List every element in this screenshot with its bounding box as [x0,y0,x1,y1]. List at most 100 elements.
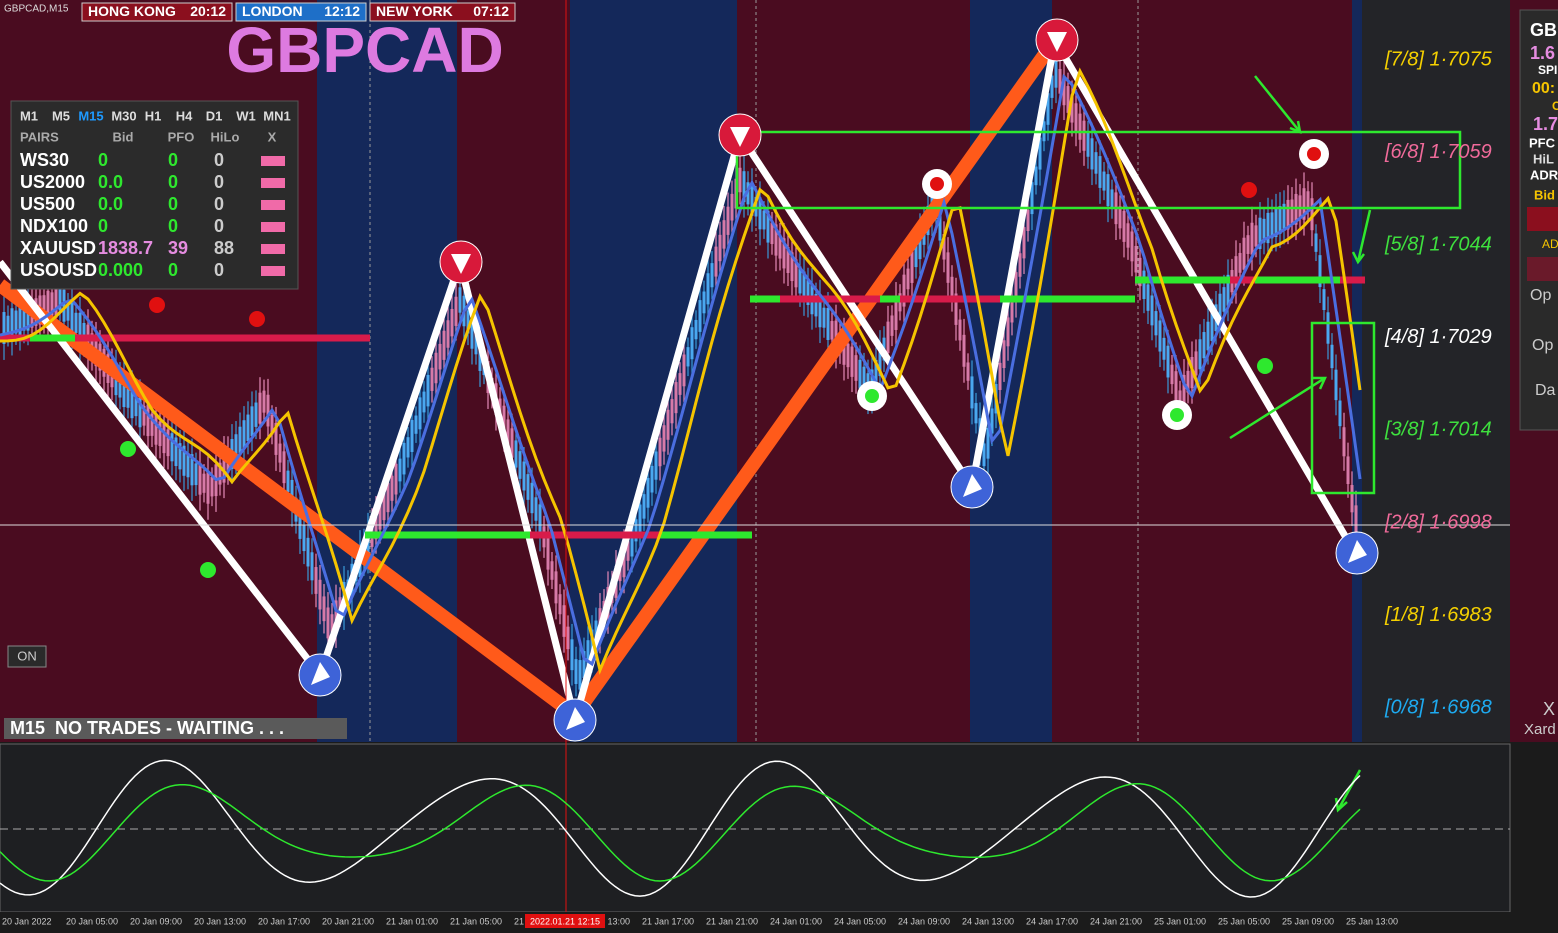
close-x[interactable] [261,222,285,232]
time-label: 25 Jan 01:00 [1154,916,1206,926]
candle-body [270,415,274,435]
pfo: 0 [168,150,178,170]
candle-body [398,458,402,482]
candle-body [1350,485,1354,513]
candle-body [954,293,958,325]
candle-body [1354,505,1358,535]
pair: US2000 [20,172,85,192]
candle-body [534,497,538,521]
murrey-level: [0/8] 1·6968 [1384,696,1492,718]
candle-body [1234,256,1238,288]
clock-box [235,2,367,22]
time-label: 25 Jan 13:00 [1346,916,1398,926]
candle-body [134,397,138,417]
time-label: 21 Jan 17:00 [642,916,694,926]
candle-body [442,330,446,360]
candle-body [982,443,986,467]
candle-body [206,471,210,504]
signal-dot [120,441,136,457]
candle-body [638,504,642,536]
candle-body [1118,206,1122,229]
close-x[interactable] [261,156,285,166]
pairs-panel [10,100,299,290]
candle-body [1206,321,1210,351]
candle-body [430,367,434,391]
timeframe: H1 [145,108,162,123]
candle-body [406,437,410,458]
on-button[interactable] [7,645,47,668]
candle-body [474,333,478,355]
candle-body [966,362,970,381]
candle-body [326,607,330,639]
timeframe: M15 [78,108,103,123]
candle-body [282,451,286,484]
hilo: 88 [214,238,234,258]
murrey-level: [3/8] 1·7014 [1384,419,1492,441]
candle-body [566,626,570,650]
panel-header: PFO [168,129,195,144]
candle-body [1066,86,1070,113]
side-text: Xard [1524,721,1556,738]
candle-body [1262,218,1266,243]
murrey-level: [6/8] 1·7059 [1384,141,1492,163]
candle-body [1222,287,1226,312]
pfo: 0 [168,216,178,236]
candle-body [674,382,678,414]
candle-body [278,443,282,463]
candle-body [902,274,906,307]
time-label: 25 Jan 05:00 [1218,916,1270,926]
timeframe: M1 [20,108,38,123]
candle-body [950,276,954,301]
candle-body [822,307,826,328]
candle-body [1166,345,1170,378]
pair: US500 [20,194,75,214]
candle-body [6,315,10,337]
candle-body [1138,257,1142,287]
candle-body [738,167,742,193]
candle-body [1330,344,1334,369]
candle-body [1250,222,1254,255]
candle-body [1002,340,1006,369]
osc-green [0,783,1361,882]
oscillator-lines [0,759,1361,898]
candle-body [662,425,666,452]
candle-body [1270,212,1274,239]
close-x[interactable] [261,244,285,254]
side-text: GB [1530,20,1557,40]
bid: 1838.7 [98,238,153,258]
candle-body [118,373,122,398]
pair: XAUUSD [20,238,96,258]
candle-body [306,537,310,567]
candle-body [470,317,474,349]
candle-body [574,659,578,684]
candle-body [682,354,686,387]
swing-arrow [566,707,585,730]
ma-yellow [0,67,1362,675]
signal-dot [930,177,944,191]
cursor-time: 2022.01.21 12:15 [530,916,600,926]
close-x[interactable] [261,200,285,210]
timeframe: M5 [52,108,70,123]
candle-body [1178,390,1182,410]
bid: 0 [98,150,108,170]
candle-body [518,451,522,479]
candle-body [158,421,162,447]
panel-header: PAIRS [20,129,59,144]
time-label: 25 Jan 09:00 [1282,916,1334,926]
pfo: 39 [168,238,188,258]
candle-body [78,312,82,345]
time-label: 21 Jan 05:00 [450,916,502,926]
candle-body [514,440,518,468]
timeframe: M30 [111,108,136,123]
close-x[interactable] [261,266,285,276]
candle-body [770,222,774,245]
candle-body [386,482,390,513]
candle-body [170,433,174,462]
candle-body [1098,156,1102,188]
candle-body [786,247,790,273]
close-x[interactable] [261,178,285,188]
signal-dot [1241,182,1257,198]
symbol-title: GBPCAD [226,14,503,86]
murrey-level: [4/8] 1·7029 [1384,326,1492,348]
